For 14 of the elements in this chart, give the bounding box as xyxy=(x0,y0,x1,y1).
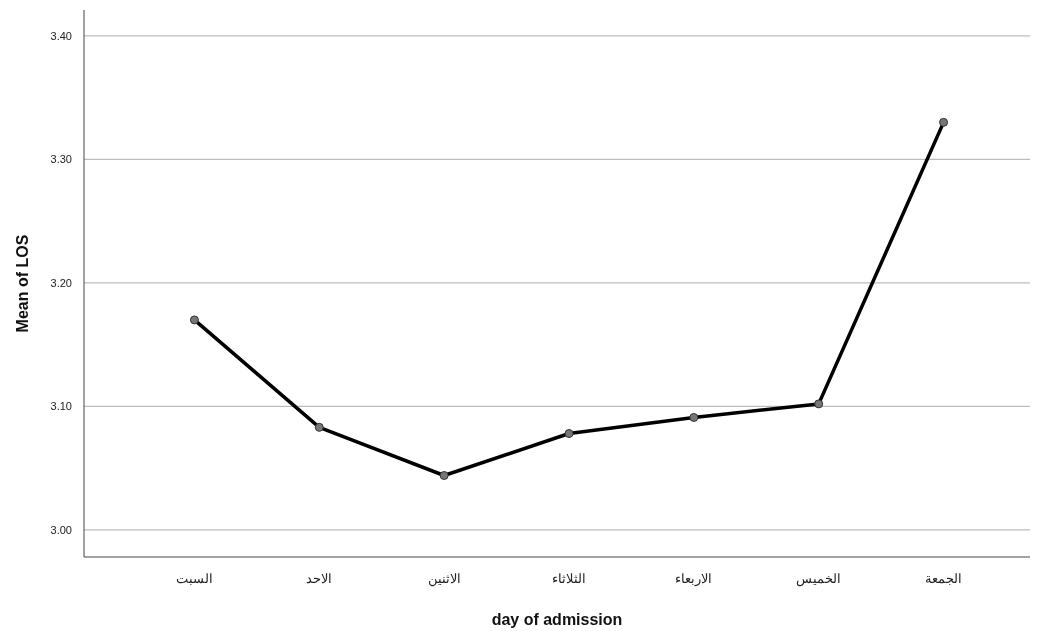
x-tick-label: الجمعة xyxy=(925,571,963,586)
y-axis-title: Mean of LOS xyxy=(14,234,31,333)
x-axis-title: day of admission xyxy=(491,611,623,628)
x-tick-label: السبت xyxy=(175,571,213,586)
x-tick-label: الاحد xyxy=(306,571,333,586)
y-tick-label: 3.10 xyxy=(50,400,72,413)
x-tick-label: الثلاثاء xyxy=(552,571,586,586)
y-tick-label: 3.40 xyxy=(50,29,72,42)
x-tick-label: الخميس xyxy=(796,571,842,587)
y-tick-label: 3.30 xyxy=(50,153,72,166)
y-tick-label: 3.00 xyxy=(50,523,72,536)
x-tick-label: الاربعاء xyxy=(675,571,713,587)
y-tick-label: 3.20 xyxy=(50,276,72,289)
x-tick-label: الاثنين xyxy=(427,571,461,587)
